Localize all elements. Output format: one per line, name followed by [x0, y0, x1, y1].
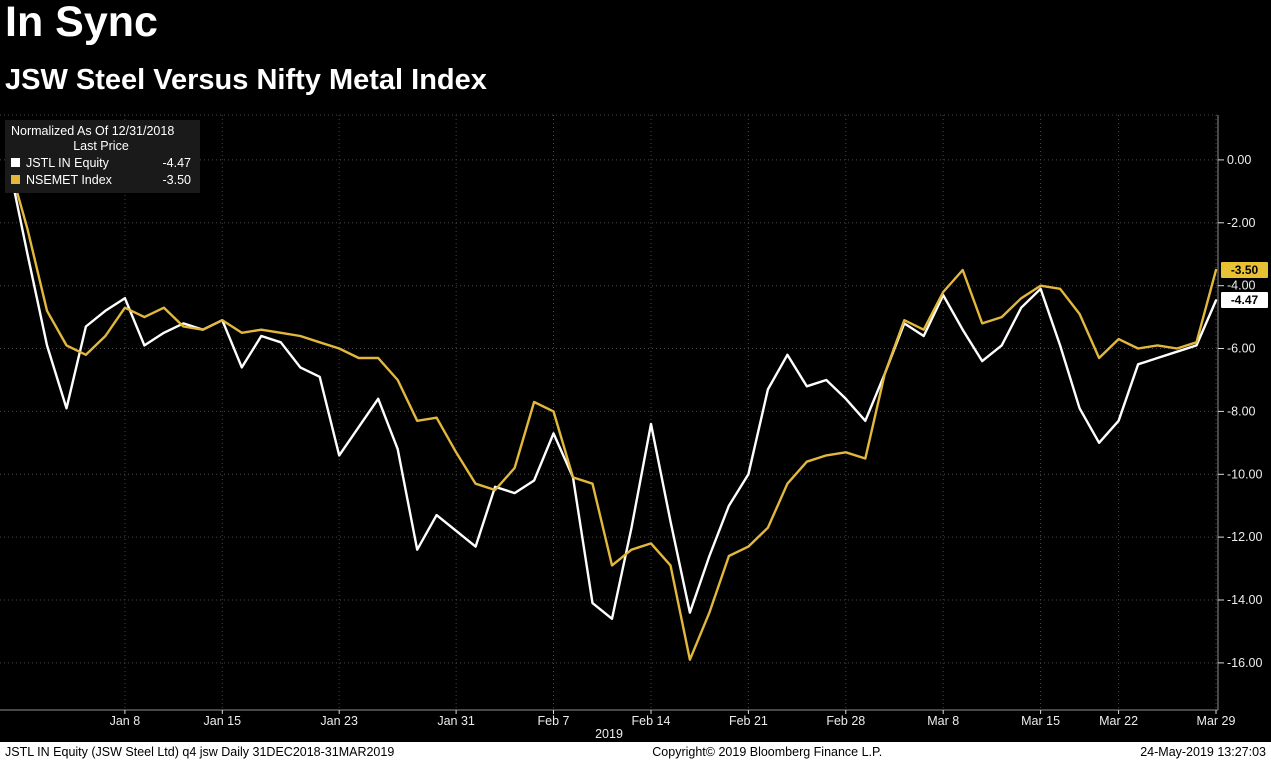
- svg-text:Mar 15: Mar 15: [1021, 714, 1060, 728]
- legend-item-jstl[interactable]: JSTL IN Equity -4.47: [11, 154, 191, 171]
- footer-timestamp: 24-May-2019 13:27:03: [1140, 745, 1266, 759]
- legend-item-nsemet-value: -3.50: [162, 172, 192, 187]
- chart-plot[interactable]: 0.00 -2.00 -4.00 -6.00 -8.00 -10.00 -12.00 -14.…: [0, 0, 1271, 742]
- svg-text:Feb 28: Feb 28: [826, 714, 865, 728]
- svg-text:-8.00: -8.00: [1227, 404, 1256, 418]
- svg-text:-16.00: -16.00: [1227, 656, 1262, 670]
- series-line-jstl: [6, 158, 1218, 620]
- legend-item-nsemet-label: NSEMET Index: [26, 172, 112, 187]
- svg-text:-10.00: -10.00: [1227, 467, 1262, 481]
- legend-item-jstl-label: JSTL IN Equity: [26, 155, 109, 170]
- svg-text:-2.00: -2.00: [1227, 216, 1256, 230]
- svg-text:Mar 22: Mar 22: [1099, 714, 1138, 728]
- svg-text:-12.00: -12.00: [1227, 530, 1262, 544]
- nsemet-last-price-badge: -3.50: [1221, 262, 1268, 278]
- nsemet-series-swatch-icon: [11, 175, 20, 184]
- jstl-last-price-badge: -4.47: [1221, 292, 1268, 308]
- legend-last-price-label: Last Price: [73, 139, 129, 153]
- axes: [0, 115, 1224, 714]
- svg-text:Feb 7: Feb 7: [538, 714, 570, 728]
- svg-text:Feb 14: Feb 14: [632, 714, 671, 728]
- gridlines: [0, 114, 1218, 710]
- series-line-nsemet: [6, 158, 1218, 661]
- jstl-series-swatch-icon: [11, 158, 20, 167]
- svg-text:Jan 31: Jan 31: [437, 714, 475, 728]
- chart-title: In Sync: [5, 0, 158, 46]
- legend-item-nsemet[interactable]: NSEMET Index -3.50: [11, 171, 191, 188]
- svg-text:Feb 21: Feb 21: [729, 714, 768, 728]
- svg-text:Mar 29: Mar 29: [1197, 714, 1236, 728]
- chart-subtitle: JSW Steel Versus Nifty Metal Index: [5, 64, 487, 96]
- legend-item-jstl-value: -4.47: [162, 155, 192, 170]
- svg-text:-6.00: -6.00: [1227, 342, 1256, 356]
- footer-bar: JSTL IN Equity (JSW Steel Ltd) q4 jsw Da…: [0, 742, 1271, 763]
- svg-text:Mar 8: Mar 8: [927, 714, 959, 728]
- svg-text:Jan 15: Jan 15: [204, 714, 242, 728]
- svg-text:0.00: 0.00: [1227, 153, 1251, 167]
- svg-text:Jan 8: Jan 8: [110, 714, 141, 728]
- svg-text:-4.00: -4.00: [1227, 279, 1256, 293]
- footer-security-info: JSTL IN Equity (JSW Steel Ltd) q4 jsw Da…: [5, 745, 395, 759]
- axis-labels: 0.00 -2.00 -4.00 -6.00 -8.00 -10.00 -12.00 -14.…: [110, 153, 1263, 728]
- svg-text:Jan 23: Jan 23: [320, 714, 358, 728]
- x-axis-year-label: 2019: [595, 727, 623, 741]
- footer-copyright: Copyright© 2019 Bloomberg Finance L.P.: [652, 745, 883, 759]
- chart-legend: Normalized As Of 12/31/2018 Last Price J…: [5, 120, 200, 193]
- svg-text:-14.00: -14.00: [1227, 593, 1262, 607]
- legend-normalized-label: Normalized As Of 12/31/2018: [11, 124, 175, 138]
